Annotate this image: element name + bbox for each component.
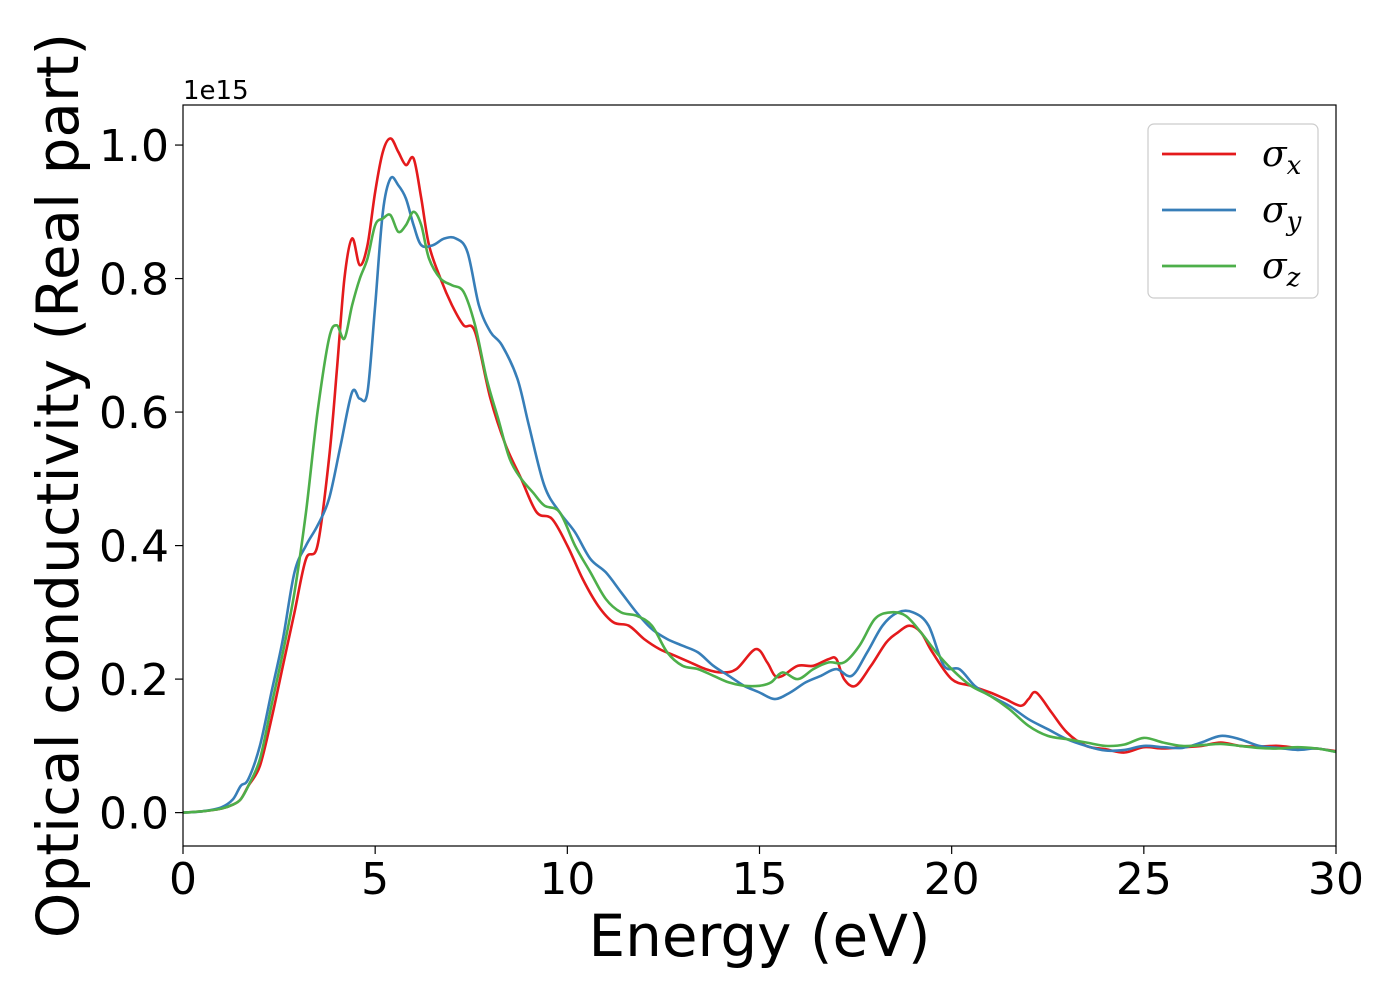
- series-line-x: [183, 137, 1336, 814]
- y-tick-label: 0.0: [99, 789, 169, 840]
- y-tick-label: 0.6: [99, 388, 169, 439]
- y-offset-label: 1e15: [183, 76, 249, 106]
- x-tick-label: 15: [732, 854, 788, 905]
- y-tick-label: 0.2: [99, 655, 169, 706]
- legend-label-y: σy: [1262, 190, 1302, 237]
- y-axis: 0.0 0.2 0.4 0.6 0.8 1.0: [99, 121, 183, 840]
- x-tick-label: 20: [924, 854, 980, 905]
- series-line-y: [183, 175, 1336, 814]
- y-tick-label: 0.8: [99, 255, 169, 306]
- x-tick-label: 10: [539, 854, 595, 905]
- legend-label-x: σx: [1262, 134, 1302, 181]
- y-tick-label: 1.0: [99, 121, 169, 172]
- legend-label-z: σz: [1262, 246, 1301, 293]
- series-line-z: [183, 210, 1336, 814]
- y-tick-label: 0.4: [99, 522, 169, 573]
- y-axis-title: Optical conductivity (Real part): [24, 33, 92, 938]
- legend: σx σy σz: [1147, 123, 1319, 299]
- x-tick-label: 25: [1116, 854, 1172, 905]
- x-axis: 0 5 10 15 20 25 30: [169, 846, 1364, 905]
- x-axis-title: Energy (eV): [588, 902, 930, 970]
- x-tick-label: 5: [361, 854, 389, 905]
- x-tick-label: 0: [169, 854, 197, 905]
- series-layer: [183, 137, 1336, 814]
- x-tick-label: 30: [1308, 854, 1364, 905]
